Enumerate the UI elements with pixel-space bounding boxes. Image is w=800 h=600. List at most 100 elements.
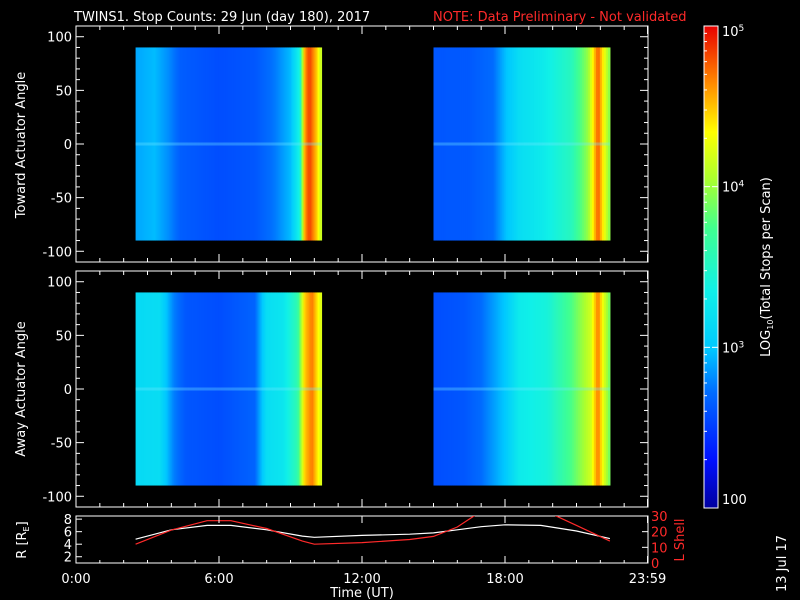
- away-segment-1-column: [185, 292, 189, 486]
- toward-segment-2-column: [511, 47, 515, 241]
- toward-segment-1-column: [283, 47, 287, 241]
- away-segment-2-column: [603, 292, 607, 486]
- toward-segment-2-column: [471, 47, 475, 241]
- toward-segment-2-column: [595, 47, 599, 241]
- toward-segment-1-column: [297, 47, 301, 241]
- away-segment-2-column: [459, 292, 463, 486]
- away-segment-1-column: [217, 292, 221, 486]
- away-segment-1-column: [209, 292, 213, 486]
- away-segment-1-column: [147, 292, 151, 486]
- away-segment-1-column: [245, 292, 249, 486]
- toward-segment-1-column: [303, 47, 307, 241]
- toward-segment-2-column: [483, 47, 487, 241]
- lshell-y-tick-label: 0: [651, 557, 659, 572]
- toward-segment-2-column: [491, 47, 495, 241]
- toward-segment-1-column: [241, 47, 245, 241]
- away-segment-1-column: [205, 292, 209, 486]
- toward-segment-2-column: [487, 47, 491, 241]
- away-x-ticks: [75, 271, 649, 507]
- toward-segment-2-column: [529, 47, 533, 241]
- toward-segment-2-column: [555, 47, 559, 241]
- away-segment-2-column: [455, 292, 459, 486]
- colorbar-tick-label: 103: [722, 340, 744, 356]
- toward-segment-1-column: [205, 47, 209, 241]
- away-segment-2-column: [561, 292, 565, 486]
- away-segment-1-column: [261, 292, 265, 486]
- toward-segment-2-column: [527, 47, 531, 241]
- toward-heatmap: [135, 47, 611, 241]
- toward-y-label: Toward Actuator Angle: [14, 72, 29, 219]
- away-heatmap: [135, 292, 611, 486]
- away-segment-2-column: [509, 292, 513, 486]
- lshell-y-tick-label: 30: [651, 510, 668, 525]
- away-segment-1-column: [219, 292, 223, 486]
- away-segment-2-column: [553, 292, 557, 486]
- radius-line: [135, 524, 611, 540]
- colorbar-frame: [703, 25, 719, 509]
- toward-segment-2-column: [439, 47, 443, 241]
- toward-segment-2-column: [445, 47, 449, 241]
- time-x-tick-label: 0:00: [61, 572, 90, 587]
- toward-segment-2-column: [509, 47, 513, 241]
- toward-segment-1-column: [199, 47, 203, 241]
- away-y-tick-label: -100: [42, 490, 72, 505]
- toward-segment-1-column: [211, 47, 215, 241]
- toward-segment-1-column: [163, 47, 167, 241]
- toward-segment-2-column: [465, 47, 469, 241]
- away-segment-2-column: [505, 292, 509, 486]
- away-segment-2-column: [555, 292, 559, 486]
- toward-segment-2-column: [541, 47, 545, 241]
- toward-segment-2-column: [597, 47, 601, 241]
- away-segment-1-column: [153, 292, 157, 486]
- away-segment-1-column: [247, 292, 251, 486]
- toward-segment-1-column: [259, 47, 263, 241]
- toward-segment-1-column: [243, 47, 247, 241]
- away-segment-2-column: [501, 292, 505, 486]
- away-segment-2-column: [595, 292, 599, 486]
- away-segment-1-column: [139, 292, 143, 486]
- away-segment-2-column: [507, 292, 511, 486]
- colorbar-label-log: LOG: [759, 330, 774, 357]
- away-segment-1-column: [289, 292, 293, 486]
- away-segment-2-column: [449, 292, 453, 486]
- away-segment-1-column: [287, 292, 291, 486]
- away-segment-2-column: [557, 292, 561, 486]
- away-segment-2-column: [453, 292, 457, 486]
- toward-segment-1-column: [235, 47, 239, 241]
- toward-segment-1-column: [219, 47, 223, 241]
- away-segment-2-column: [551, 292, 555, 486]
- away-segment-2-column: [511, 292, 515, 486]
- toward-segment-1-column: [209, 47, 213, 241]
- toward-segment-2-column: [463, 47, 467, 241]
- away-segment-2-column: [591, 292, 595, 486]
- toward-segment-1-column: [223, 47, 227, 241]
- toward-segment-1-column: [171, 47, 175, 241]
- away-segment-2-column: [519, 292, 523, 486]
- away-segment-2-column: [471, 292, 475, 486]
- toward-segment-1-column: [155, 47, 159, 241]
- away-segment-2-column: [465, 292, 469, 486]
- toward-segment-1-column: [153, 47, 157, 241]
- away-segment-1-column: [281, 292, 285, 486]
- toward-segment-1-column: [183, 47, 187, 241]
- away-segment-2-column: [463, 292, 467, 486]
- away-segment-2-column: [537, 292, 541, 486]
- away-segment-1-column: [285, 292, 289, 486]
- toward-segment-1-zero-stripe: [135, 142, 322, 146]
- toward-segment-1-column: [281, 47, 285, 241]
- toward-segment-2-column: [503, 47, 507, 241]
- creation-date-stamp: 13 Jul 17: [775, 535, 790, 592]
- away-segment-2-column: [541, 292, 545, 486]
- toward-segment-2-column: [585, 47, 589, 241]
- away-y-tick-label: 0: [64, 383, 72, 398]
- away-segment-1-column: [251, 292, 255, 486]
- toward-segment-2-column: [477, 47, 481, 241]
- away-segment-2-column: [461, 292, 465, 486]
- toward-segment-1-column: [203, 47, 207, 241]
- toward-segment-2-column: [435, 47, 439, 241]
- away-segment-2-column: [571, 292, 575, 486]
- toward-segment-2-column: [547, 47, 551, 241]
- toward-segment-2-column: [539, 47, 543, 241]
